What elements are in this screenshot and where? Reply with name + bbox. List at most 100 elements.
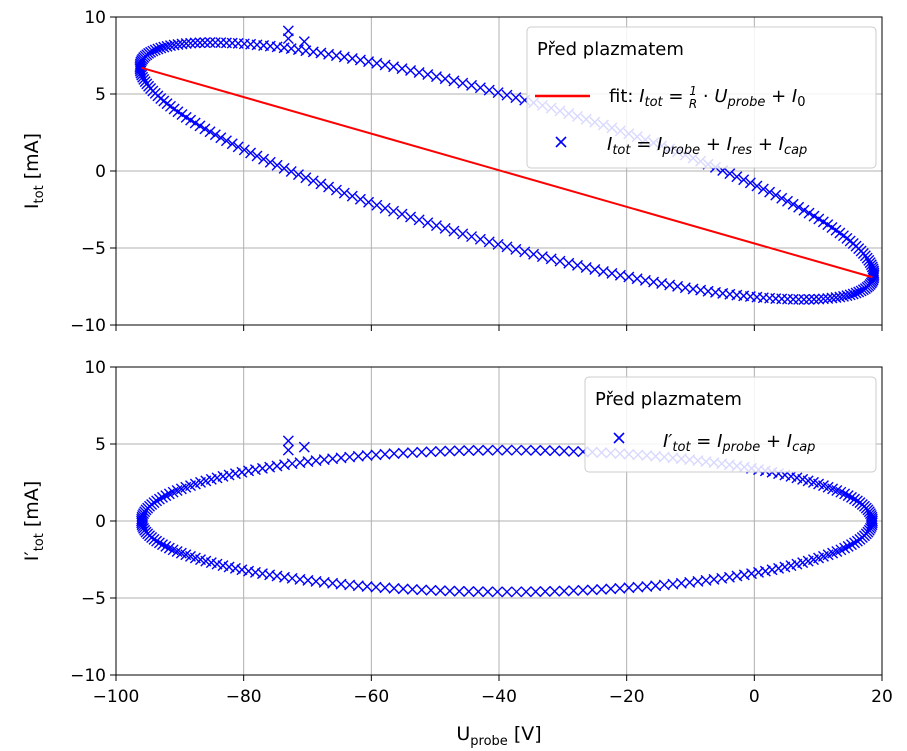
data-point <box>379 202 391 214</box>
x-tick-label: −100 <box>93 687 140 707</box>
data-point <box>204 37 216 49</box>
data-point <box>226 138 238 150</box>
data-point <box>229 468 241 480</box>
data-point <box>388 582 400 594</box>
data-point <box>292 169 304 181</box>
data-point <box>344 579 356 591</box>
data-point <box>773 562 785 574</box>
data-point <box>282 435 294 447</box>
data-point <box>422 217 434 229</box>
data-point <box>466 231 478 243</box>
data-point <box>623 582 635 594</box>
data-point <box>803 293 815 305</box>
data-point <box>405 65 417 77</box>
data-point <box>614 269 626 281</box>
y-tick-label: 0 <box>95 162 106 182</box>
y-tick-label: −5 <box>81 589 106 609</box>
bottom-legend-title: Před plazmatem <box>595 389 742 410</box>
x-tick-label: −60 <box>353 687 389 707</box>
data-point <box>153 537 165 549</box>
data-point <box>501 241 513 253</box>
y-tick-label: −5 <box>81 239 106 259</box>
data-point <box>229 562 241 574</box>
data-point <box>597 265 609 277</box>
bottom-y-label: I′tot [mA] <box>21 481 47 561</box>
data-point <box>425 584 437 596</box>
data-point <box>256 568 268 580</box>
data-point <box>501 444 513 456</box>
data-point <box>397 583 409 595</box>
data-point <box>793 201 805 213</box>
data-point <box>232 141 244 153</box>
data-point <box>580 262 592 273</box>
data-point <box>596 583 608 595</box>
x-tick-label: −80 <box>226 687 262 707</box>
data-point <box>842 540 854 552</box>
data-point <box>511 586 523 598</box>
data-point <box>361 580 373 592</box>
top-y-label: Itot [mA] <box>21 133 47 209</box>
x-tick-label: 20 <box>871 687 893 707</box>
data-point <box>839 488 851 500</box>
data-point <box>641 580 653 592</box>
data-point <box>444 585 456 597</box>
data-point <box>491 586 503 598</box>
data-point <box>151 535 163 547</box>
data-point <box>282 33 294 45</box>
data-point <box>164 40 176 52</box>
data-point <box>530 586 542 598</box>
data-point <box>457 228 469 240</box>
data-point <box>539 445 551 457</box>
data-point <box>519 246 531 258</box>
data-point <box>510 243 522 255</box>
data-point <box>439 73 451 85</box>
data-point <box>243 465 255 477</box>
data-point <box>798 293 810 305</box>
data-point <box>757 183 769 195</box>
x-tick-label: 0 <box>749 687 760 707</box>
data-point <box>285 166 297 178</box>
data-point <box>379 448 391 460</box>
data-point <box>406 583 418 595</box>
x-tick-label: −20 <box>609 687 645 707</box>
data-point <box>803 207 815 219</box>
y-tick-label: 5 <box>95 85 106 105</box>
data-point <box>808 293 820 305</box>
data-point <box>249 464 261 476</box>
data-point <box>416 584 428 596</box>
data-point <box>220 135 232 147</box>
data-point <box>482 586 494 598</box>
data-point <box>520 586 532 598</box>
data-point <box>204 126 216 138</box>
data-point <box>483 236 495 248</box>
data-point <box>346 190 358 202</box>
bottom-legend-entry-data: I′tot = Iprobe + Icap <box>663 431 815 455</box>
data-point <box>787 293 799 305</box>
data-point <box>397 447 409 459</box>
data-point <box>738 174 750 186</box>
legend-marker-swatch <box>613 432 625 444</box>
data-point <box>160 540 172 552</box>
data-point <box>793 293 805 305</box>
data-point <box>606 267 618 279</box>
data-point <box>744 177 756 189</box>
data-point <box>158 41 170 53</box>
data-point <box>194 120 206 132</box>
data-point <box>520 444 532 456</box>
data-point <box>156 491 168 503</box>
data-point <box>808 210 820 222</box>
data-point <box>764 186 776 198</box>
data-point <box>841 290 853 302</box>
data-point <box>370 581 382 593</box>
data-point <box>474 82 486 94</box>
data-point <box>798 204 810 216</box>
data-point <box>406 447 418 459</box>
data-point <box>163 488 175 500</box>
data-point <box>766 564 778 576</box>
data-point <box>352 450 364 462</box>
data-point <box>731 171 743 183</box>
data-point <box>770 189 782 201</box>
data-point <box>245 147 257 159</box>
data-point <box>249 566 261 578</box>
